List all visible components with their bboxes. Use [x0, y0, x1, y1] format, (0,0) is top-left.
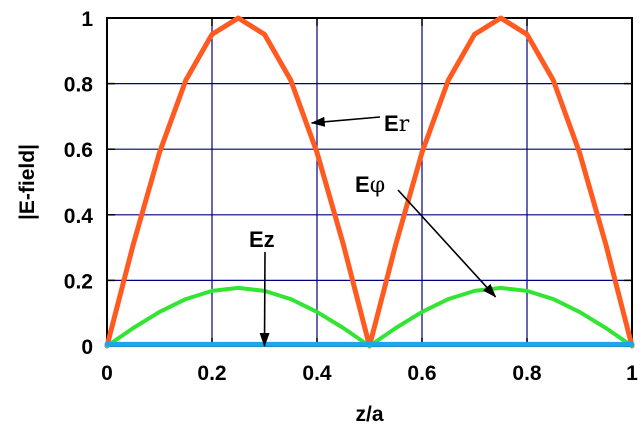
- y-tick-label: 0: [81, 336, 93, 359]
- y-tick-label: 1: [81, 8, 93, 31]
- y-tick-label: 0.2: [64, 270, 93, 293]
- annotation-arrow: [310, 116, 381, 127]
- annotation-label: Er: [384, 111, 410, 137]
- annotation-arrow: [259, 251, 270, 347]
- y-tick-label: 0.8: [64, 74, 94, 97]
- x-tick-label: 0.2: [197, 362, 226, 385]
- y-tick-label: 0.6: [64, 139, 93, 162]
- x-tick-label: 0.4: [302, 362, 332, 385]
- x-tick-label: 0.8: [512, 362, 542, 385]
- annotation-subscript: φ: [370, 173, 385, 198]
- grid: [107, 18, 632, 346]
- x-axis-ticks: 0 0.2 0.4 0.6 0.8 1: [101, 18, 638, 385]
- x-tick-label: 0: [101, 362, 113, 385]
- x-tick-label: 1: [626, 362, 638, 385]
- y-axis-title: |E-field|: [16, 144, 39, 220]
- y-tick-label: 0.4: [64, 205, 94, 228]
- annotation-arrow: [397, 189, 497, 298]
- annotations: Er Eφ Ez: [249, 111, 497, 347]
- series-layer: [104, 15, 635, 349]
- annotation-label: Eφ: [355, 172, 385, 198]
- x-axis-title: z/a: [355, 403, 383, 426]
- annotation-label: Ez: [249, 227, 275, 252]
- annotation-subscript: r: [399, 112, 410, 137]
- x-tick-label: 0.6: [407, 362, 436, 385]
